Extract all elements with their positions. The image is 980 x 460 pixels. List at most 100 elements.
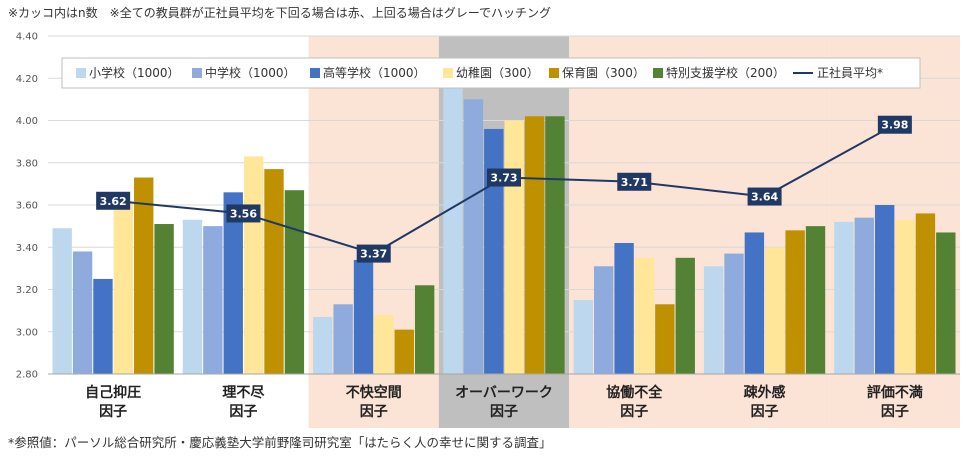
average-label-box <box>96 191 131 210</box>
category-label: オーバーワーク <box>455 385 553 401</box>
bar-4-6 <box>915 213 936 374</box>
average-label-box <box>617 172 652 191</box>
category-label: 疎外感 <box>744 384 786 401</box>
category-label: 不快空間 <box>346 384 402 401</box>
bar-0-6 <box>834 221 854 374</box>
legend-label: 高等学校（1000） <box>323 65 426 80</box>
bar-5-2 <box>414 285 435 374</box>
y-tick-label: 4.40 <box>16 32 38 43</box>
category-label: 評価不満 <box>867 384 923 401</box>
bar-0-2 <box>313 316 333 374</box>
bar-1-3 <box>463 99 484 374</box>
legend-swatch <box>310 68 320 78</box>
bar-1-6 <box>854 217 874 374</box>
bar-4-3 <box>524 116 545 375</box>
average-data-label: 3.98 <box>881 119 908 132</box>
bar-2-3 <box>484 128 504 374</box>
bar-0-3 <box>443 84 463 375</box>
bar-3-3 <box>504 120 524 374</box>
category-label: 因子 <box>751 404 779 420</box>
bar-2-2 <box>353 259 374 374</box>
average-label-box <box>226 204 261 223</box>
bar-4-0 <box>134 177 154 374</box>
legend-label: 特別支援学校（200） <box>666 65 785 80</box>
average-label-box <box>487 168 521 187</box>
bar-0-5 <box>703 266 724 374</box>
bar-5-6 <box>936 232 956 374</box>
bar-2-5 <box>744 232 765 374</box>
bar-5-5 <box>805 226 826 374</box>
bar-5-1 <box>284 190 305 374</box>
bar-2-4 <box>614 243 634 374</box>
bar-3-6 <box>895 219 915 374</box>
category-label: 理不尽 <box>222 385 265 401</box>
average-data-label: 3.37 <box>360 248 387 261</box>
bar-5-4 <box>675 257 695 374</box>
category-label: 因子 <box>229 404 257 420</box>
bar-3-1 <box>243 156 264 374</box>
legend-box <box>61 57 921 89</box>
bar-3-0 <box>113 200 134 374</box>
bar-1-5 <box>724 253 744 374</box>
bar-1-0 <box>72 251 93 374</box>
chart-note-bottom: *参照値：パーソル総合研究所・慶応義塾大学前野隆司研究室「はたらく人の幸せに関す… <box>8 435 552 450</box>
y-tick-label: 3.40 <box>16 243 38 254</box>
y-tick-label: 4.00 <box>16 116 38 127</box>
bar-2-0 <box>93 278 113 374</box>
chart-note-top: ※カッコ内はn数 ※全ての教員群が正社員平均を下回る場合は赤、上回る場合はグレー… <box>8 6 551 20</box>
average-data-label: 3.62 <box>100 195 127 208</box>
average-label-box <box>877 115 912 134</box>
legend-label: 中学校（1000） <box>205 65 296 80</box>
y-tick-label: 4.20 <box>16 74 38 85</box>
average-data-label: 3.71 <box>621 176 648 189</box>
y-tick-label: 3.60 <box>16 201 38 212</box>
average-data-label: 3.64 <box>751 191 778 204</box>
y-tick-label: 3.20 <box>16 285 38 296</box>
legend-swatch <box>653 68 663 78</box>
bar-5-3 <box>545 116 565 375</box>
bar-line-chart: 3.62 3.56 3.37 3.73 3.71 3.64 3.98 2.80 3.00 3.2… <box>16 32 960 428</box>
bar-0-1 <box>182 219 203 374</box>
axis-layer: 2.80 3.00 3.20 3.40 3.60 3.80 4.00 4.20 4.40 自己抑圧… <box>16 32 960 420</box>
average-label-box <box>356 244 391 263</box>
bar-4-2 <box>394 329 414 374</box>
average-label-box <box>747 187 782 206</box>
legend-label: 小学校（1000） <box>89 65 180 80</box>
legend-swatch <box>549 68 559 78</box>
bar-5-0 <box>154 224 174 374</box>
bar-1-1 <box>203 226 223 374</box>
average-data-label: 3.56 <box>230 207 257 220</box>
legend-swatch <box>76 68 86 78</box>
average-line-layer: 3.62 3.56 3.37 3.73 3.71 3.64 3.98 <box>96 115 912 263</box>
category-label: 因子 <box>360 404 388 420</box>
y-tick-label: 2.80 <box>16 370 38 381</box>
legend-swatch <box>192 68 202 78</box>
category-label: 因子 <box>881 404 909 420</box>
bar-4-4 <box>655 304 675 374</box>
legend-label: 正社員平均* <box>817 65 883 80</box>
y-tick-label: 3.80 <box>16 158 38 169</box>
bar-4-5 <box>785 230 805 374</box>
category-label: 因子 <box>620 404 648 420</box>
bar-2-6 <box>874 205 895 374</box>
bar-0-4 <box>573 300 594 374</box>
bar-3-5 <box>765 247 785 374</box>
category-label: 協働不全 <box>606 384 663 401</box>
legend-label: 保育園（300） <box>562 65 645 80</box>
legend: 小学校（1000） 中学校（1000） 高等学校（1000） 幼稚園（300） 保育園（… <box>61 57 921 89</box>
bar-3-4 <box>634 257 655 374</box>
category-label: 因子 <box>490 404 518 420</box>
bar-0-0 <box>52 228 72 374</box>
bars-layer <box>52 84 956 375</box>
y-tick-label: 3.00 <box>16 327 38 338</box>
bar-1-2 <box>333 304 353 374</box>
category-label: 因子 <box>99 404 127 420</box>
bar-3-2 <box>374 314 394 374</box>
category-label: 自己抑圧 <box>85 384 141 401</box>
legend-label: 幼稚園（300） <box>456 66 539 80</box>
average-data-label: 3.73 <box>490 172 517 185</box>
bar-4-1 <box>264 169 284 374</box>
legend-swatch <box>443 68 453 78</box>
bar-1-4 <box>594 266 614 374</box>
bar-2-1 <box>223 192 243 374</box>
